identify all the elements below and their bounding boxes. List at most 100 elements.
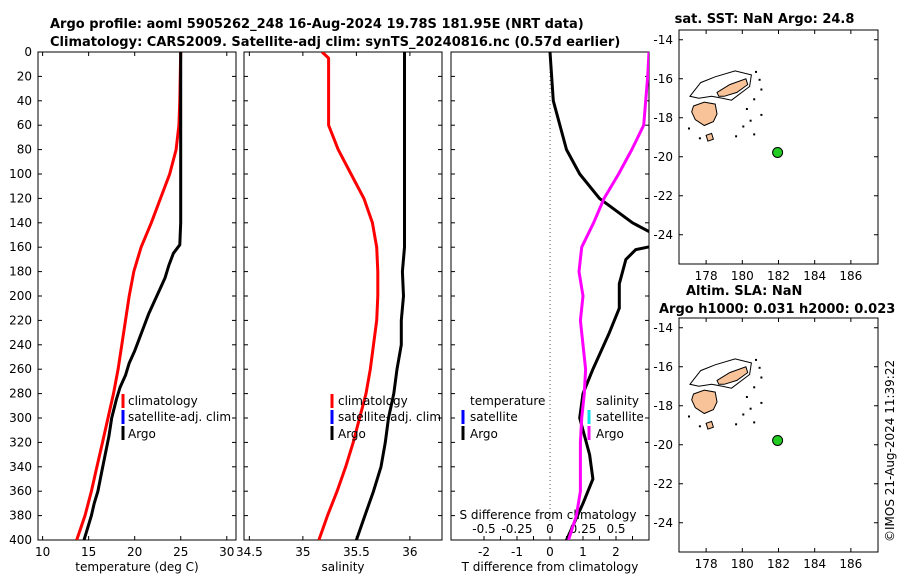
x-tick-label: 178 [695,557,718,571]
legend-satellite: satellite-adj. clim [338,410,441,424]
island-shape [705,132,715,142]
islet [760,113,763,116]
x-axis-label: salinity [321,560,364,574]
y-tick-label: 320 [9,435,32,449]
y-tick-label: 260 [9,362,32,376]
argo-position-marker [772,146,784,158]
y-tick-label: -18 [653,399,673,413]
islet [760,376,763,379]
y-tick-label: 280 [9,387,32,401]
series-line-argo [354,52,406,540]
y-tick-label: 360 [9,484,32,498]
islet [758,366,761,369]
islet [742,413,745,416]
islet [753,386,756,389]
y-tick-label: 300 [9,411,32,425]
x-tick-label: -1 [511,545,523,559]
salinity-legend: climatology satellite-adj. clim Argo [330,394,441,441]
temperature-panel: 0 20 40 60 80 100 120 140 160 180 200 220 240 260 280 3… [9,45,237,574]
x-tick-label: 1 [579,545,587,559]
legend-argo: Argo [338,427,366,441]
series-line-argo-salinity-difference [567,52,649,540]
x-tick-label: 184 [803,269,826,283]
legend-satellite-s: satellite [596,410,644,424]
legend-argo-s: Argo [596,427,624,441]
x-tick-label: 30 [219,545,234,559]
island-shape [691,101,718,127]
y-tick-label: 100 [9,167,32,181]
y-tick-label: 240 [9,338,32,352]
s-tick-label: -0.25 [501,522,532,536]
x-tick-label: 34.5 [236,545,263,559]
x-tick-label: 15 [81,545,96,559]
islet [749,407,752,410]
x-tick-label: 180 [731,269,754,283]
y-tick-label: -24 [653,516,673,530]
sla-map-panel: -14 -16 -18 -20 -22 -24 178 180 182 184 186 Altim. … [653,284,895,571]
title-line-1: Argo profile: aoml 5905262_248 16-Aug-20… [50,17,584,32]
top-axis-label: S difference from climatology [460,508,637,522]
islet [735,423,738,426]
y-tick-label: 200 [9,289,32,303]
x-tick-label: 180 [731,557,754,571]
sst-map-panel: -14 -16 -18 -20 -22 -24 178 180 182 184 186 sat. SS… [653,12,879,283]
x-tick-label: 35.5 [343,545,370,559]
legend-temperature: temperature [470,394,545,408]
difference-legend: temperature satellite Argo salinity sate… [461,394,644,441]
copyright-stamp: ©IMOS 21-Aug-2024 11:39:22 [883,360,897,542]
salinity-panel: 34.5 35 35.5 36 salinity [236,51,443,574]
y-tick-label: 380 [9,509,32,523]
y-tick-label: -22 [653,189,673,203]
title-line-2: Climatology: CARS2009. Satellite-adj cli… [50,35,620,50]
y-tick-label: -18 [653,111,673,125]
map-title-line-2: Argo h1000: 0.031 h2000: 0.023 [659,302,895,317]
islet [698,425,701,428]
axes-frame [243,51,443,541]
x-tick-label: 186 [839,269,862,283]
islet [745,108,748,110]
s-tick-label: 0.5 [606,522,625,536]
y-tick-label: 400 [9,533,32,547]
legend-climatology: climatology [128,394,198,408]
x-tick-label: 2 [612,545,620,559]
map-frame [678,317,879,553]
x-tick-label: 20 [127,545,142,559]
temperature-legend: climatology satellite-adj. clim Argo [121,394,231,441]
island-shape [716,78,749,97]
y-tick-label: -22 [653,477,673,491]
islet [745,396,748,398]
x-tick-label: 186 [839,557,862,571]
island-shape [716,366,749,385]
islet [753,98,756,101]
y-tick-label: -16 [653,360,673,374]
island-shape [691,389,718,415]
y-tick-label: -14 [653,321,673,335]
x-tick-label: 182 [767,269,790,283]
islet [753,133,756,136]
islet [758,78,761,81]
land-outline [689,70,752,101]
y-tick-label: -14 [653,33,673,47]
map-title: sat. SST: NaN Argo: 24.8 [675,12,855,27]
difference-panel: -2 -1 0 1 2 S difference from climatology-0.5… [450,51,650,574]
x-tick-label: 182 [767,557,790,571]
islet [755,358,757,361]
y-tick-label: 340 [9,460,32,474]
x-tick-label: 25 [173,545,188,559]
y-tick-label: -20 [653,150,673,164]
y-tick-label: 80 [17,143,32,157]
x-axis-label: T difference from climatology [461,560,639,574]
islet [688,127,690,130]
s-tick-label: 0.25 [570,522,597,536]
legend-argo: Argo [128,427,156,441]
islet [735,135,738,138]
series-line-argo [82,52,183,540]
x-axis-label: temperature (deg C) [75,560,198,574]
s-tick-label: -0.5 [472,522,495,536]
argo-position-marker [772,434,784,446]
x-tick-label: 36 [402,545,417,559]
series-line-climatology [317,52,380,540]
y-tick-label: 60 [17,118,32,132]
legend-satellite-t: satellite [470,410,518,424]
